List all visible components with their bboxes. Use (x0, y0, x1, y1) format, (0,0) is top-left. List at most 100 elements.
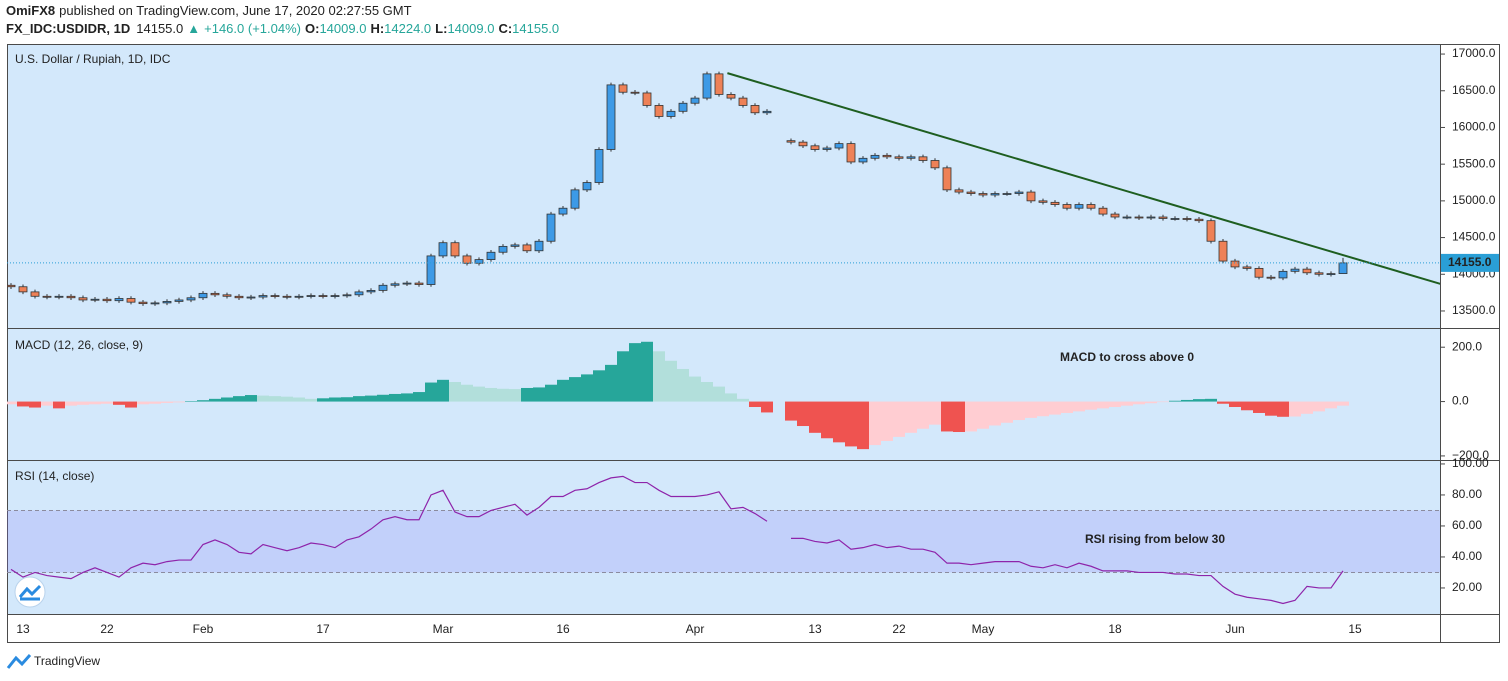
candle-body (630, 91, 640, 94)
histogram-bar (557, 379, 569, 402)
last-price-tag (1441, 253, 1499, 272)
histogram-bar (185, 401, 197, 402)
author: OmiFX8 (6, 3, 55, 18)
candle-body (438, 242, 448, 257)
last-price-label: 14155.0 (1448, 255, 1492, 269)
histogram-bar (1217, 401, 1229, 404)
histogram-bar (1205, 398, 1217, 402)
candle-body (7, 284, 16, 288)
histogram-bar (1001, 401, 1013, 423)
histogram-bar (881, 401, 893, 441)
histogram-bar (7, 401, 17, 405)
last: 14155.0 (136, 21, 183, 36)
candle-body (1338, 262, 1348, 275)
histogram-bar (545, 384, 557, 402)
candle-body (534, 240, 544, 252)
candle-body (522, 244, 532, 252)
histogram-bar (1241, 401, 1253, 411)
candle-body (750, 105, 760, 114)
histogram-bar (329, 397, 341, 402)
histogram-bar (605, 364, 617, 402)
candle-body (402, 282, 412, 285)
histogram-bar (677, 368, 689, 402)
candle-body (18, 286, 28, 293)
candle-body (1122, 216, 1132, 219)
candle-body (342, 294, 352, 297)
histogram-bar (485, 387, 497, 402)
candle-body (870, 154, 880, 159)
candle-body (1218, 240, 1228, 262)
x-tick-label: 17 (316, 622, 330, 636)
x-tick-label: 18 (1108, 622, 1122, 636)
candle-body (882, 154, 892, 158)
ohlc-value: 14009.0 (447, 21, 494, 36)
histogram-bar (221, 397, 233, 402)
candle-body (210, 292, 220, 296)
candle-body (1206, 220, 1216, 242)
candle-body (1230, 260, 1240, 268)
y-tick-label: −200.0 (1452, 448, 1489, 462)
histogram-bar (1169, 400, 1181, 402)
candle-body (582, 182, 592, 191)
histogram-bar (41, 401, 53, 406)
histogram-bar (617, 351, 629, 402)
candle-body (930, 160, 940, 169)
y-tick-label: 200.0 (1452, 339, 1482, 353)
histogram-bar (509, 389, 521, 402)
histogram-bar (521, 387, 533, 402)
histogram-bar (1253, 401, 1265, 413)
histogram-bar (233, 396, 245, 402)
candle-body (1146, 216, 1156, 219)
candle-body (102, 298, 112, 302)
histogram-bar (857, 401, 869, 450)
histogram-bar (1061, 401, 1073, 413)
histogram-bar (257, 395, 269, 402)
histogram-bar (1073, 401, 1085, 412)
histogram-bar (917, 401, 929, 429)
candle-body (1326, 273, 1336, 276)
histogram-bar (353, 396, 365, 402)
histogram-bar (569, 377, 581, 402)
footer-logo (6, 654, 32, 669)
candle-body (894, 156, 904, 159)
candle-body (546, 213, 556, 242)
publish-line: OmiFX8 published on TradingView.com, June… (6, 3, 412, 18)
candle-body (594, 149, 604, 183)
candle-body (486, 251, 496, 260)
candle-body (198, 292, 208, 299)
histogram-bar (161, 401, 173, 403)
candle-body (846, 143, 856, 163)
candle-body (570, 189, 580, 209)
candle-body (186, 297, 196, 301)
candle-body (318, 295, 328, 297)
histogram-bar (629, 343, 641, 402)
histogram-bar (1037, 401, 1049, 417)
candle-body (30, 291, 40, 297)
histogram-bar (365, 395, 377, 402)
histogram-bar (989, 401, 1001, 426)
candle-body (1002, 193, 1012, 195)
candle-body (858, 157, 868, 163)
candle-body (834, 143, 844, 149)
candle-body (738, 97, 748, 106)
candle-body (1074, 204, 1084, 209)
y-tick-label: 80.00 (1452, 487, 1482, 501)
candle-body (918, 156, 928, 161)
candle-body (450, 242, 460, 257)
candle-body (618, 84, 628, 93)
x-tick-label: 15 (1348, 622, 1362, 636)
histogram-bar (977, 401, 989, 429)
histogram-bar (1025, 401, 1037, 418)
histogram-bar (1109, 401, 1121, 408)
candle-body (330, 295, 340, 297)
y-tick-label: 60.00 (1452, 518, 1482, 532)
candle-body (282, 295, 292, 298)
histogram-bar (845, 401, 857, 447)
candle-body (714, 73, 724, 95)
ohlc-label: C: (498, 21, 512, 36)
x-tick-label: Jun (1225, 622, 1244, 636)
candle-body (786, 140, 796, 143)
histogram-bar (341, 397, 353, 402)
candle-body (294, 295, 304, 298)
histogram-bar (53, 401, 65, 409)
